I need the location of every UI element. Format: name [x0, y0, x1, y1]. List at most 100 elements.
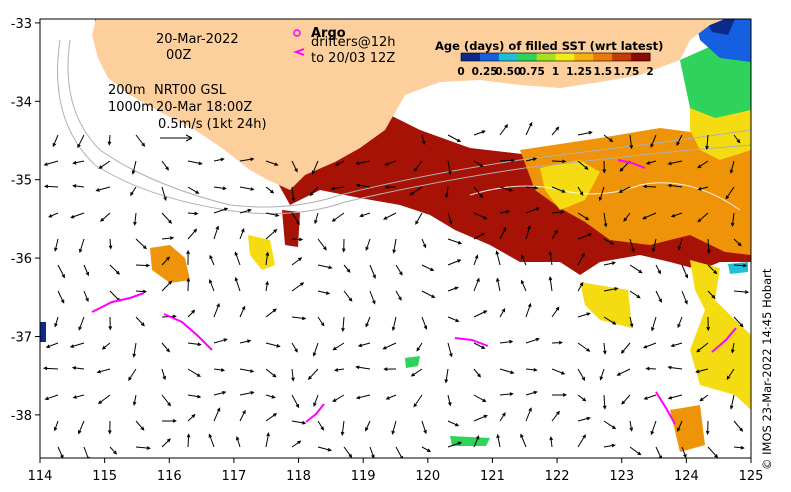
y-tick-label: -37 — [11, 330, 32, 345]
current-vector-arrow — [332, 394, 345, 402]
current-vector-arrow — [311, 160, 319, 175]
current-vector-arrow — [495, 250, 501, 266]
current-vector-arrow — [72, 184, 85, 188]
current-vector-arrow — [629, 238, 635, 253]
current-vector-arrow — [525, 225, 531, 240]
y-tick-label: -34 — [11, 95, 32, 110]
colorbar: 0 0.250.500.75 1 1.25 1.5 1.75 2 — [457, 52, 654, 78]
current-vector-arrow — [57, 264, 65, 279]
drifter-track — [655, 391, 676, 425]
scale-arrow — [160, 134, 193, 142]
current-vector-arrow — [187, 413, 196, 422]
current-vector-arrow — [135, 316, 145, 327]
current-vector-arrow — [291, 160, 298, 173]
current-vector-arrow — [135, 134, 146, 148]
current-vector-arrow — [109, 264, 121, 275]
current-vector-arrow — [733, 263, 748, 268]
current-vector-arrow — [677, 316, 683, 329]
time-label: 00Z — [166, 48, 192, 63]
current-vector-arrow — [525, 302, 532, 318]
current-vector-arrow — [447, 134, 462, 143]
current-vector-arrow — [239, 339, 252, 344]
colorbar-title: Age (days) of filled SST (wrt latest) — [435, 39, 663, 53]
current-vectors — [42, 121, 750, 458]
current-vector-arrow — [135, 263, 151, 268]
current-vector-arrow — [161, 419, 177, 423]
current-vector-arrow — [265, 413, 278, 422]
colorbar-tick-label: 2 — [646, 66, 653, 78]
current-vector-arrow — [340, 420, 345, 437]
colorbar-segment — [631, 53, 651, 61]
drifter-tracks — [91, 159, 737, 425]
drifter-marker-icon — [293, 48, 305, 56]
current-vector-arrow — [602, 394, 607, 410]
current-vector-arrow — [642, 212, 657, 220]
current-vector-arrow — [421, 264, 435, 271]
current-vector-arrow — [577, 252, 585, 266]
current-vector-arrow — [603, 261, 616, 266]
current-vector-arrow — [655, 290, 662, 303]
current-vector-arrow — [499, 226, 507, 240]
colorbar-tick-label: 0 — [457, 66, 464, 78]
drifters-range-label: to 20/03 12Z — [311, 51, 395, 66]
current-vector-arrow — [161, 438, 171, 448]
current-vector-arrow — [651, 316, 657, 332]
current-vector-arrow — [53, 420, 59, 432]
current-vector-arrow — [70, 212, 85, 219]
current-vector-arrow — [473, 254, 479, 266]
current-vector-arrow — [213, 303, 220, 318]
current-vector-arrow — [473, 130, 486, 136]
current-vector-arrow — [109, 446, 118, 455]
sst-patch-red-118 — [282, 210, 300, 247]
current-vector-arrow — [629, 290, 641, 299]
current-vector-arrow — [655, 446, 662, 458]
colorbar-segment — [461, 53, 481, 61]
current-vector-arrow — [645, 160, 657, 165]
current-vector-arrow — [667, 394, 683, 400]
current-vector-arrow — [616, 368, 631, 376]
current-vector-arrow — [42, 366, 59, 371]
current-vector-arrow — [421, 290, 436, 298]
current-vector-arrow — [620, 342, 631, 354]
current-vector-arrow — [291, 440, 302, 448]
current-vector-arrow — [341, 238, 346, 253]
current-vector-arrow — [291, 186, 296, 202]
current-vector-arrow — [642, 184, 657, 189]
current-vector-arrow — [603, 443, 616, 448]
x-tick-label: 125 — [739, 469, 764, 484]
current-vector-arrow — [629, 446, 642, 456]
current-vector-arrow — [317, 264, 333, 270]
current-vector-arrow — [234, 251, 241, 266]
current-vector-arrow — [312, 342, 319, 357]
current-vector-arrow — [265, 186, 275, 194]
current-vector-arrow — [391, 316, 397, 332]
current-vector-arrow — [551, 393, 568, 397]
drifter-track — [617, 159, 646, 169]
current-vector-arrow — [699, 394, 709, 402]
current-vector-arrow — [71, 366, 85, 370]
current-vector-arrow — [733, 445, 745, 450]
current-vector-arrow — [83, 264, 89, 277]
sst-fill-recent-east — [690, 100, 751, 160]
current-vector-arrow — [577, 130, 593, 136]
colorbar-segment — [555, 53, 575, 61]
current-vector-arrow — [677, 238, 683, 251]
current-vector-arrow — [265, 280, 269, 292]
current-vector-arrow — [186, 277, 191, 292]
current-vector-arrow — [313, 394, 319, 407]
current-vector-arrow — [128, 368, 137, 381]
current-vector-arrow — [161, 236, 175, 240]
drifters-legend-label: drifters@12h — [311, 35, 396, 50]
current-vector-arrow — [733, 238, 742, 247]
current-vector-arrow — [234, 276, 241, 292]
current-vector-arrow — [645, 366, 657, 371]
current-vector-arrow — [447, 238, 463, 245]
current-vector-arrow — [369, 264, 376, 279]
current-vector-arrow — [473, 232, 486, 240]
current-vector-arrow — [705, 420, 710, 436]
current-vector-arrow — [239, 157, 255, 162]
current-vector-arrow — [291, 237, 304, 242]
current-vector-arrow — [100, 212, 111, 222]
current-vector-arrow — [499, 412, 506, 422]
current-vector-arrow — [733, 134, 741, 144]
